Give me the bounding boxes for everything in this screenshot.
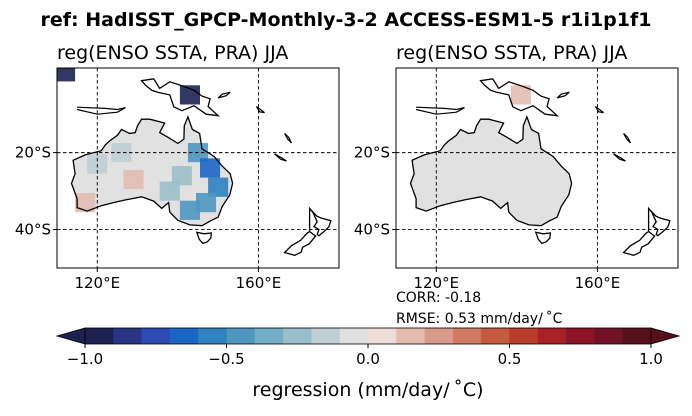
colorbar-swatch [85, 328, 114, 344]
colorbar-swatch [113, 328, 142, 344]
colorbar-swatch [452, 328, 482, 344]
x-tick-label: 160°E [236, 274, 282, 292]
colorbar-swatch [396, 328, 425, 344]
y-tick-label: 20°S [15, 144, 51, 162]
coastline-australia-left [70, 114, 234, 227]
colorbar-tick-label: 0.5 [498, 350, 522, 368]
colorbar-tick-label: −1.0 [67, 350, 103, 368]
x-tick-label: 120°E [413, 274, 459, 292]
coastline-tasmania-right [534, 231, 552, 245]
colorbar-ticks: −1.0 −0.5 0.0 0.5 1.0 [67, 344, 663, 368]
regression-cell [111, 143, 132, 163]
x-tick-label: 160°E [575, 274, 621, 292]
panel-title-right: reg(ENSO SSTA, PRA) JJA [396, 42, 627, 64]
colorbar-swatch [537, 328, 567, 344]
figure-title: ref: HadISST_GPCP-Monthly-3-2 ACCESS-ESM… [41, 9, 652, 31]
colorbar [55, 327, 681, 345]
colorbar-swatch [198, 328, 227, 344]
regression-cell [57, 68, 76, 82]
regression-cell [123, 169, 144, 190]
coastline-tasmania-left [195, 231, 213, 245]
coastline-new-zealand-right [622, 206, 671, 256]
colorbar-swatch [566, 328, 595, 344]
axis-ticks-left: 120°E 160°E 20°S 40°S [15, 144, 281, 292]
coastline-new-guinea-left [140, 78, 221, 117]
regression-cell [208, 177, 229, 197]
australia-landmass-right [410, 116, 572, 226]
colorbar-swatch [481, 328, 510, 344]
colorbar-swatch [311, 328, 341, 344]
regression-cell [200, 158, 221, 178]
regression-cells-right [510, 85, 531, 105]
colorbar-swatch [339, 328, 369, 344]
colorbar-tick-label: −0.5 [208, 350, 244, 368]
coastline-islands-right [415, 91, 632, 162]
coastline-new-zealand-left [283, 206, 332, 256]
colorbar-extend-low [55, 327, 86, 345]
x-tick-label: 120°E [74, 274, 120, 292]
coastline-australia-right [409, 114, 573, 227]
colorbar-label: regression (mm/day/ ˚C) [252, 379, 483, 401]
y-tick-label: 20°S [354, 144, 390, 162]
colorbar-swatch [594, 328, 624, 344]
regression-cell [510, 85, 531, 105]
colorbar-swatch [254, 328, 284, 344]
panel-title-left: reg(ENSO SSTA, PRA) JJA [57, 42, 288, 64]
map-panel-right: reg(ENSO SSTA, PRA) JJA 120°E 160°E 20°S 40… [354, 42, 679, 292]
coastline-new-guinea-right [479, 78, 560, 117]
colorbar-tick-label: 0.0 [356, 350, 380, 368]
colorbar-swatch [622, 328, 652, 344]
gridlines-right [396, 68, 678, 268]
y-tick-label: 40°S [15, 221, 51, 239]
regression-cell [196, 193, 217, 213]
colorbar-swatch [509, 328, 539, 344]
colorbar-swatch [283, 328, 312, 344]
colorbar-swatch [169, 328, 199, 344]
regression-cell [159, 181, 180, 201]
corr-stat: CORR: -0.18 [396, 290, 481, 306]
colorbar-swatch [226, 328, 256, 344]
rmse-stat: RMSE: 0.53 mm/day/ ˚C [396, 310, 563, 327]
colorbar-swatch [368, 328, 397, 344]
map-panel-left: reg(ENSO SSTA, PRA) JJA 120°E 160°E 20°S 40… [15, 42, 340, 292]
regression-cells-left [57, 68, 229, 220]
colorbar-swatch [141, 328, 171, 344]
colorbar-extend-high [650, 327, 681, 345]
colorbar-tick-label: 1.0 [639, 350, 663, 368]
coastline-islands-left [76, 91, 293, 162]
axis-ticks-right: 120°E 160°E 20°S 40°S [354, 144, 620, 292]
colorbar-swatch [424, 328, 454, 344]
regression-cell [179, 200, 200, 220]
regression-cell [179, 85, 200, 105]
gridlines-left [57, 68, 339, 268]
regression-cell [171, 166, 192, 186]
regression-cell [75, 193, 96, 213]
y-tick-label: 40°S [354, 221, 390, 239]
